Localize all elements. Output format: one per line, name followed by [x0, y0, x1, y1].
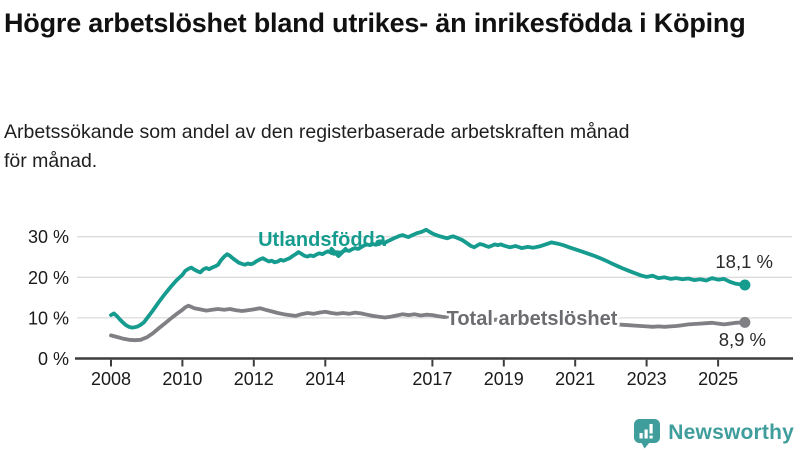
- series-lines: [109, 227, 747, 343]
- y-tick-label-0: 0 %: [38, 349, 69, 369]
- series-label-total-arbetsloshet: Total arbetslöshet: [447, 308, 618, 330]
- line-total-arbetsl-shet: [109, 303, 747, 343]
- end-dot-total-arbetsl-shet: [739, 316, 751, 328]
- unemployment-line-chart: 0 % 10 % 20 % 30 % 2008 2010 2012 2014 2017 2019 2…: [28, 227, 793, 389]
- axis-tick-labels: 0 % 10 % 20 % 30 % 2008 2010 2012 2014 2017 2019 2…: [28, 227, 738, 389]
- chevron-down-icon: [329, 247, 348, 258]
- chart-subtitle: Arbetssökande som andel av den registerb…: [4, 121, 630, 173]
- x-tick-label-2017: 2017: [412, 369, 452, 389]
- y-tick-label-10: 10 %: [28, 308, 69, 328]
- x-tick-label-2021: 2021: [555, 369, 595, 389]
- x-tick-label-2010: 2010: [162, 369, 202, 389]
- end-dot-utlandsf-dda: [739, 279, 751, 291]
- x-tick-label-2014: 2014: [305, 369, 345, 389]
- x-tick-label-2023: 2023: [627, 369, 667, 389]
- x-axis: [75, 357, 793, 367]
- x-tick-label-2025: 2025: [698, 369, 738, 389]
- x-tick-label-2008: 2008: [91, 369, 131, 389]
- end-value-label-utlandsfodda: 18,1 %: [715, 251, 773, 272]
- brand-name: Newsworthy: [668, 421, 794, 444]
- y-tick-label-20: 20 %: [28, 268, 69, 288]
- end-value-label-total: 8,9 %: [719, 329, 766, 350]
- newsworthy-chart-bubble-icon: [634, 418, 661, 448]
- line-utlandsf-dda: [109, 227, 747, 330]
- page-title: Högre arbetslöshet bland utrikes- än inr…: [4, 8, 746, 38]
- x-tick-label-2012: 2012: [234, 369, 274, 389]
- x-tick-label-2019: 2019: [484, 369, 524, 389]
- series-label-utlandsfodda: Utlandsfödda: [258, 229, 387, 251]
- newsworthy-logo[interactable]: Newsworthy: [633, 417, 794, 449]
- series-end-dots: [739, 279, 751, 328]
- y-tick-label-30: 30 %: [28, 227, 69, 247]
